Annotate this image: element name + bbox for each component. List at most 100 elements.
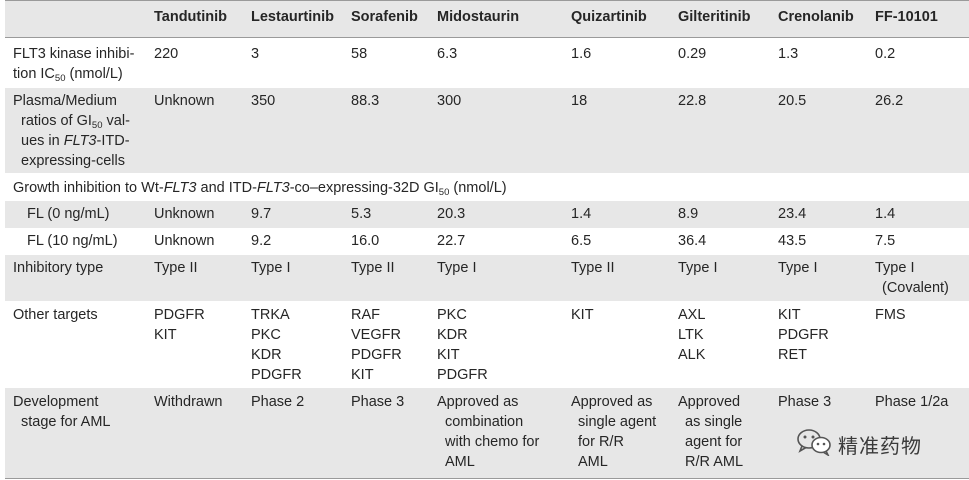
targets-cell: TRKA PKC KDR PDGFR bbox=[251, 305, 302, 385]
stage-line: Approved bbox=[678, 394, 741, 410]
plasma-value: Unknown bbox=[154, 93, 215, 109]
label-text: tion IC bbox=[13, 66, 55, 82]
targets-cell: KIT PDGFR RET bbox=[778, 305, 829, 365]
header-ff10101: FF-10101 bbox=[875, 9, 938, 25]
type-value-ff10101: Type I (Covalent) bbox=[875, 258, 949, 298]
label-line: expressing-cells bbox=[21, 153, 125, 169]
target-item: KIT bbox=[351, 367, 374, 383]
stage-value: Phase 3 bbox=[778, 394, 832, 410]
stage-value: Phase 1/2a bbox=[875, 394, 949, 410]
target-item: KIT bbox=[571, 307, 594, 323]
targets-cell: PKC KDR KIT PDGFR bbox=[437, 305, 488, 385]
target-item: TRKA bbox=[251, 307, 290, 323]
stage-line: AML bbox=[445, 454, 475, 470]
target-item: PKC bbox=[251, 327, 281, 343]
gene-name: FLT3 bbox=[163, 180, 197, 196]
plasma-value: 26.2 bbox=[875, 93, 904, 109]
ic50-value: 58 bbox=[351, 46, 368, 62]
type-line: (Covalent) bbox=[882, 280, 949, 296]
subscript: 50 bbox=[91, 120, 103, 131]
ic50-value: 6.3 bbox=[437, 46, 458, 62]
plasma-value: 88.3 bbox=[351, 93, 380, 109]
fl0-value: 20.3 bbox=[437, 206, 466, 222]
type-value: Type II bbox=[571, 260, 615, 276]
growth-inhibition-heading: Growth inhibition to Wt-FLT3 and ITD-FLT… bbox=[13, 178, 507, 198]
fl10-value: Unknown bbox=[154, 233, 215, 249]
target-item: FMS bbox=[875, 307, 906, 323]
type-value: Type II bbox=[351, 260, 395, 276]
type-value: Type II bbox=[154, 260, 198, 276]
header-gilteritinib: Gilteritinib bbox=[678, 9, 751, 25]
stage-line: as single bbox=[685, 414, 743, 430]
heading-text: Growth inhibition to Wt- bbox=[13, 180, 164, 196]
label-line: ues in FLT3-ITD- bbox=[13, 131, 130, 151]
row-label-plasma: Plasma/Medium ratios of GI50 val- ues in… bbox=[13, 91, 130, 171]
stage-value: Withdrawn bbox=[154, 394, 223, 410]
target-item: PDGFR bbox=[154, 307, 205, 323]
gene-name: FLT3 bbox=[256, 180, 290, 196]
plasma-value: 300 bbox=[437, 93, 462, 109]
target-item: RET bbox=[778, 347, 807, 363]
fl10-value: 6.5 bbox=[571, 233, 592, 249]
label-text: ues in bbox=[21, 133, 64, 149]
stage-value: Phase 3 bbox=[351, 394, 405, 410]
stage-cell: Approved as single agent for R/R AML bbox=[571, 392, 656, 472]
heading-text: -co–expressing-32D GI bbox=[289, 180, 439, 196]
label-line: tion IC50 (nmol/L) bbox=[13, 64, 134, 84]
stage-line: with chemo for bbox=[445, 434, 540, 450]
header-quizartinib: Quizartinib bbox=[571, 9, 647, 25]
header-midostaurin: Midostaurin bbox=[437, 9, 520, 25]
row-label-targets: Other targets bbox=[13, 307, 98, 323]
fl0-value: 9.7 bbox=[251, 206, 272, 222]
header-lestaurtinib: Lestaurtinib bbox=[251, 9, 334, 25]
plasma-value: 350 bbox=[251, 93, 276, 109]
fl10-value: 22.7 bbox=[437, 233, 466, 249]
row-label-ic50: FLT3 kinase inhibi- tion IC50 (nmol/L) bbox=[13, 44, 134, 84]
label-line: Plasma/Medium bbox=[13, 93, 117, 109]
target-item: PDGFR bbox=[778, 327, 829, 343]
ic50-value: 1.3 bbox=[778, 46, 799, 62]
heading-text: and ITD- bbox=[196, 180, 257, 196]
stage-line: for R/R bbox=[578, 434, 624, 450]
type-line: Type I bbox=[875, 260, 915, 276]
wechat-icon bbox=[796, 428, 832, 460]
label-text: -ITD- bbox=[96, 133, 130, 149]
stage-line: single agent bbox=[578, 414, 657, 430]
label-text: (nmol/L) bbox=[65, 66, 123, 82]
targets-cell: FMS bbox=[875, 305, 906, 325]
targets-cell: PDGFR KIT bbox=[154, 305, 205, 345]
label-line: stage for AML bbox=[21, 414, 111, 430]
target-item: LTK bbox=[678, 327, 704, 343]
target-item: PDGFR bbox=[437, 367, 488, 383]
target-item: KDR bbox=[251, 347, 282, 363]
fl0-value: 1.4 bbox=[571, 206, 592, 222]
target-item: PDGFR bbox=[251, 367, 302, 383]
target-item: KIT bbox=[778, 307, 801, 323]
fl10-value: 9.2 bbox=[251, 233, 272, 249]
fl0-value: Unknown bbox=[154, 206, 215, 222]
target-item: KIT bbox=[437, 347, 460, 363]
row-label-type: Inhibitory type bbox=[13, 260, 104, 276]
row-band-stage bbox=[5, 388, 969, 478]
stage-cell: Approved as single agent for R/R AML bbox=[678, 392, 743, 472]
type-value: Type I bbox=[437, 260, 477, 276]
plasma-value: 22.8 bbox=[678, 93, 707, 109]
fl10-value: 43.5 bbox=[778, 233, 807, 249]
type-value: Type I bbox=[251, 260, 291, 276]
target-item: VEGFR bbox=[351, 327, 401, 343]
fl0-value: 1.4 bbox=[875, 206, 896, 222]
row-band-header bbox=[5, 0, 969, 37]
label-line: FLT3 kinase inhibi- bbox=[13, 46, 135, 62]
stage-line: Approved as bbox=[571, 394, 653, 410]
plasma-value: 18 bbox=[571, 93, 588, 109]
subscript: 50 bbox=[438, 187, 450, 198]
target-item: PKC bbox=[437, 307, 467, 323]
fl10-value: 7.5 bbox=[875, 233, 896, 249]
stage-line: AML bbox=[578, 454, 608, 470]
subscript: 50 bbox=[54, 73, 66, 84]
stage-line: agent for bbox=[685, 434, 743, 450]
stage-cell: Approved as combination with chemo for A… bbox=[437, 392, 539, 472]
row-band-plasma bbox=[5, 88, 969, 173]
ic50-value: 0.2 bbox=[875, 46, 896, 62]
gene-name: FLT3 bbox=[63, 133, 97, 149]
